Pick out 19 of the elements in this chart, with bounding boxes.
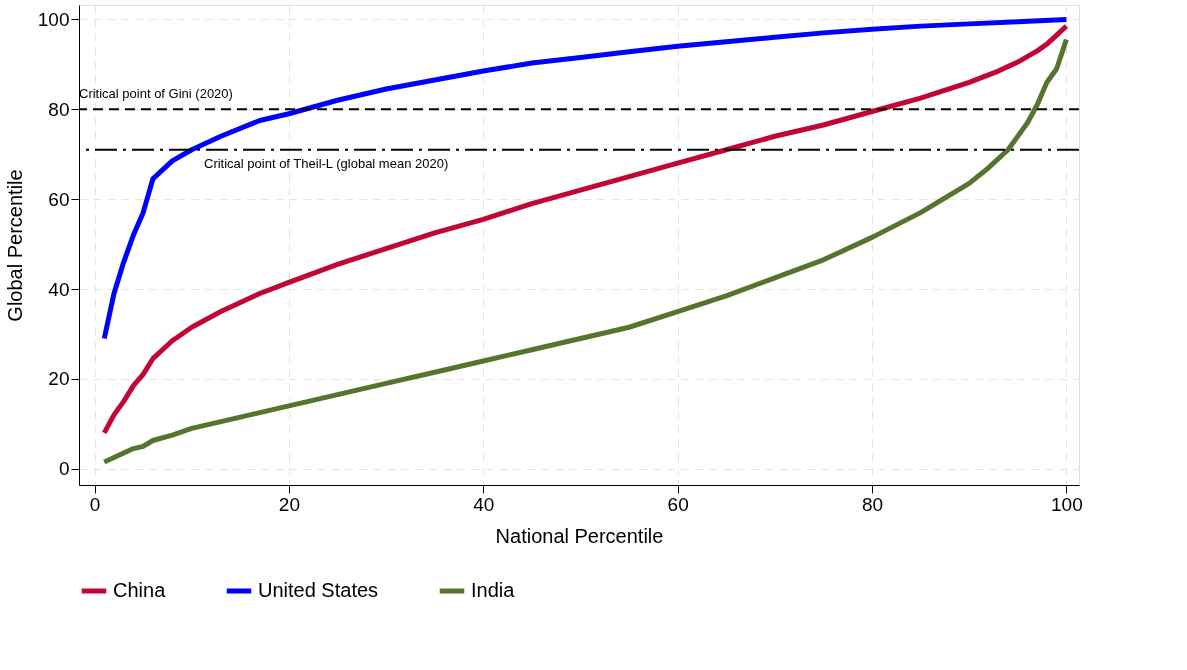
x-tick-label: 80 <box>861 493 884 515</box>
ref-line-label: Critical point of Theil-L (global mean 2020) <box>204 155 449 171</box>
legend-label: India <box>471 579 516 601</box>
y-tick-label: 60 <box>48 188 70 210</box>
y-tick-label: 20 <box>48 368 70 390</box>
x-tick-label: 0 <box>89 493 101 515</box>
x-tick-label: 40 <box>473 493 495 515</box>
y-axis-title: Global Percentile <box>3 169 26 322</box>
y-tick-label: 80 <box>48 98 70 120</box>
x-tick-label: 60 <box>667 493 689 515</box>
x-axis-title: National Percentile <box>495 524 664 547</box>
x-tick-label: 20 <box>278 493 300 515</box>
x-tick-label: 100 <box>1051 493 1083 515</box>
legend-label: China <box>113 579 167 601</box>
legend-label: United States <box>258 579 379 601</box>
y-tick-label: 40 <box>48 278 70 300</box>
ref-line-label: Critical point of Gini (2020) <box>79 86 233 102</box>
y-tick-label: 0 <box>58 458 70 480</box>
y-tick-label: 100 <box>37 8 70 30</box>
